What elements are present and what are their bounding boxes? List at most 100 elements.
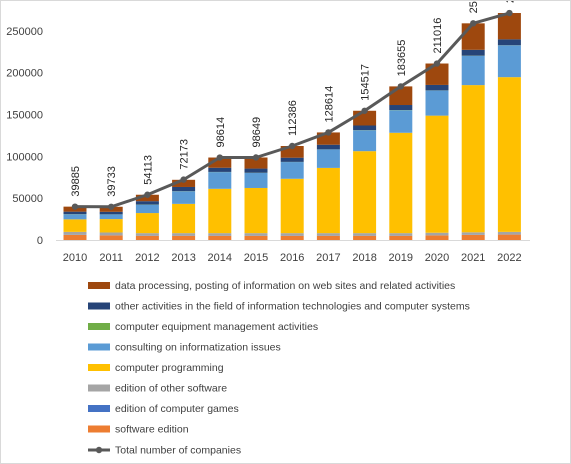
bar-segment xyxy=(280,146,304,158)
bar-segment xyxy=(425,84,449,91)
total-data-labels: 39885 39733 54113 72173 98614 98649 112386 1286… xyxy=(70,0,516,197)
y-axis: 0 50000 100000 150000 200000 250000 xyxy=(6,26,43,247)
legend-swatch xyxy=(88,323,110,330)
total-line-marker xyxy=(216,154,223,161)
bar-segment xyxy=(461,23,485,50)
bar-segment xyxy=(244,172,268,188)
bar-segment xyxy=(461,85,485,233)
bar-segment xyxy=(353,151,377,234)
bar-segment xyxy=(353,235,377,240)
bar-segment xyxy=(172,233,196,236)
bar-segment xyxy=(172,179,196,187)
bar-segment xyxy=(99,232,123,236)
bar-segment xyxy=(135,235,159,240)
legend-label: Total number of companies xyxy=(115,445,241,457)
bar-segment xyxy=(135,204,159,214)
x-tick-label: 2011 xyxy=(99,252,123,264)
total-line-marker xyxy=(144,191,151,198)
legend-swatch xyxy=(88,282,110,289)
bar-segment xyxy=(280,162,304,179)
bar-segment xyxy=(316,149,340,168)
bar-segment xyxy=(316,235,340,240)
total-line-marker xyxy=(252,154,260,161)
x-tick-label: 2017 xyxy=(316,252,340,264)
x-tick-label: 2014 xyxy=(208,252,232,264)
total-data-label: 39885 xyxy=(70,166,82,197)
total-line-marker xyxy=(289,142,296,150)
x-tick-label: 2016 xyxy=(280,252,304,264)
bar-segment xyxy=(63,211,87,215)
total-line-marker xyxy=(180,176,187,183)
total-data-label: 39733 xyxy=(106,166,118,197)
bar-segment xyxy=(63,214,87,220)
bar-segment xyxy=(461,232,485,235)
bar-segment xyxy=(172,191,196,204)
bar-segment xyxy=(208,188,232,234)
x-tick-label: 2022 xyxy=(497,252,521,264)
bar-segment xyxy=(280,178,304,234)
bar-segment xyxy=(280,233,304,236)
y-tick-label: 0 xyxy=(37,235,43,247)
total-line-marker xyxy=(397,83,404,90)
legend-swatch xyxy=(88,302,110,310)
total-data-label: 98649 xyxy=(251,117,263,148)
total-data-label: 112386 xyxy=(287,100,299,136)
bar-segment xyxy=(63,219,87,232)
legend-label: edition of computer games xyxy=(115,403,239,415)
total-line xyxy=(71,9,513,210)
total-line-marker xyxy=(71,203,79,210)
legend-swatch xyxy=(88,343,110,351)
bar-segment xyxy=(244,157,268,169)
bar-segment xyxy=(99,219,123,233)
legend: data processing, posting of information … xyxy=(88,280,470,457)
y-tick-label: 200000 xyxy=(6,68,43,80)
total-data-label: 98614 xyxy=(215,117,227,148)
x-tick-label: 2020 xyxy=(425,252,449,264)
bar-segment xyxy=(316,167,340,234)
legend-label: consulting on informatization issues xyxy=(115,342,281,354)
bar-segment xyxy=(497,234,521,240)
bar-segment xyxy=(99,235,123,240)
y-tick-label: 100000 xyxy=(6,151,43,163)
total-data-label: 271391 xyxy=(504,0,516,3)
bar-segment xyxy=(208,233,232,236)
x-tick-label: 2013 xyxy=(171,252,195,264)
bar-segment xyxy=(389,110,413,133)
bar-segment xyxy=(497,77,521,232)
x-tick-label: 2018 xyxy=(352,252,376,264)
bar-segment xyxy=(172,235,196,240)
stacked-bars xyxy=(63,13,521,240)
bar-segment xyxy=(497,13,521,40)
total-data-label: 154517 xyxy=(360,64,372,101)
total-data-label: 259064 xyxy=(468,0,480,13)
legend-label: software edition xyxy=(115,424,189,436)
legend-label: data processing, posting of information … xyxy=(115,280,455,292)
bar-segment xyxy=(135,233,159,236)
total-line-marker xyxy=(325,129,332,136)
bar-segment xyxy=(353,130,377,152)
bar-segment xyxy=(316,144,340,150)
x-tick-label: 2010 xyxy=(63,252,87,264)
total-line-marker xyxy=(361,107,368,114)
bar-segment xyxy=(135,194,159,202)
bar-segment xyxy=(244,168,268,173)
total-data-label: 183655 xyxy=(396,40,408,77)
total-data-label: 72173 xyxy=(179,139,191,170)
legend-label: computer programming xyxy=(115,362,224,374)
bar-segment xyxy=(497,231,521,235)
bar-segment xyxy=(425,115,449,233)
bar-segment xyxy=(425,232,449,236)
x-tick-label: 2015 xyxy=(244,252,268,264)
bar-segment xyxy=(244,233,268,236)
bar-segment xyxy=(425,63,449,85)
bar-segment xyxy=(244,235,268,240)
y-tick-label: 50000 xyxy=(12,193,43,205)
total-line-marker xyxy=(108,203,115,210)
bar-segment xyxy=(425,235,449,240)
bar-segment xyxy=(172,203,196,234)
total-data-label: 211016 xyxy=(432,18,444,54)
x-tick-label: 2012 xyxy=(135,252,159,264)
bar-segment xyxy=(461,55,485,86)
bar-segment xyxy=(63,231,87,235)
